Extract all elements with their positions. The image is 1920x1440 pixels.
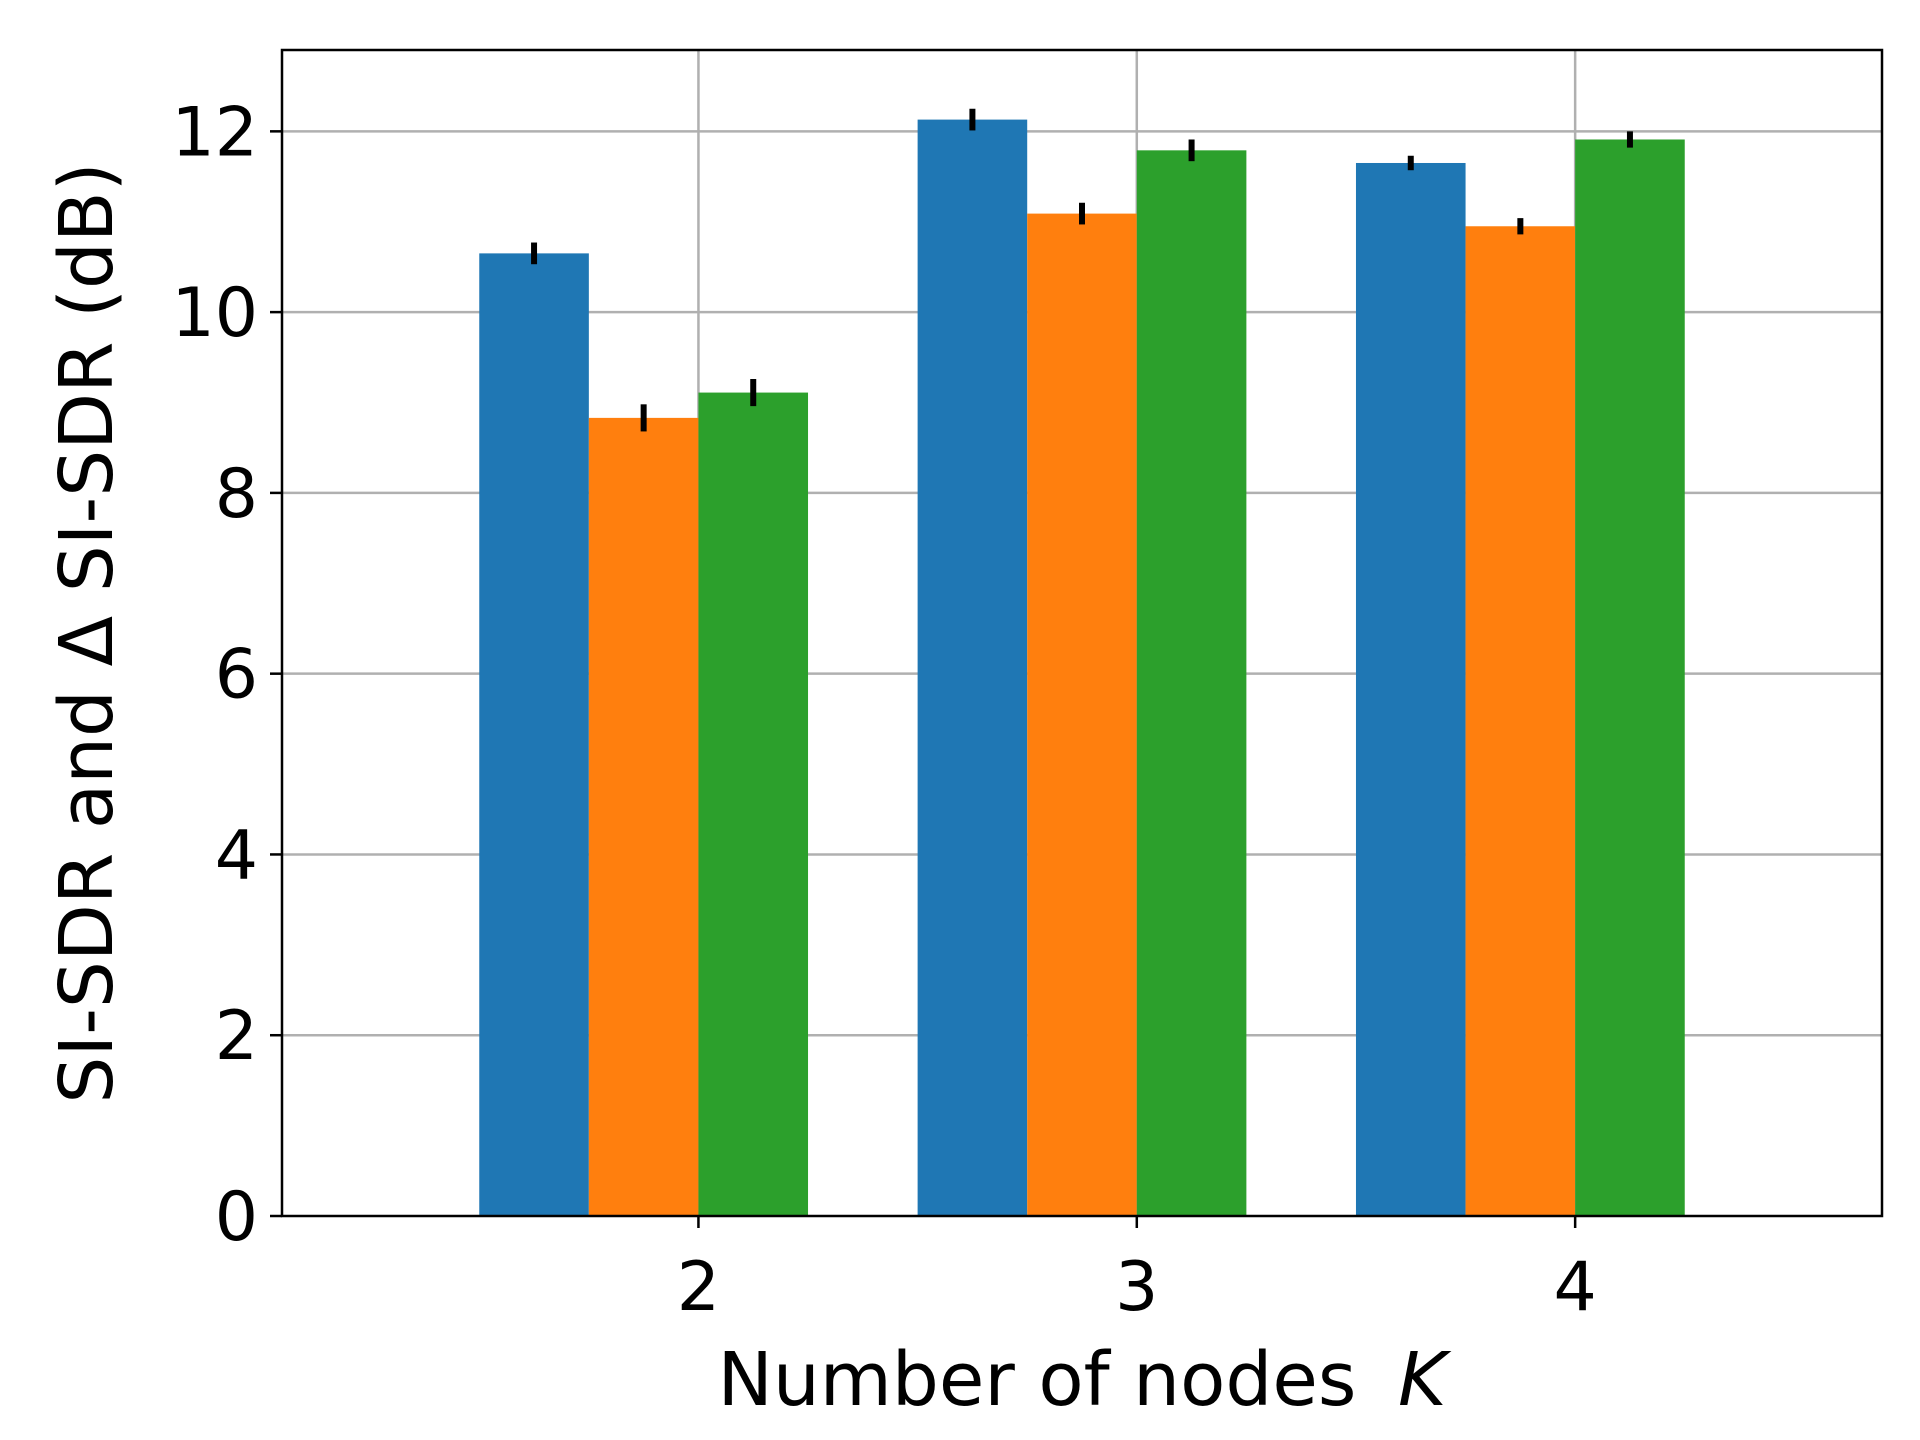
bar (1027, 213, 1137, 1216)
bar (698, 392, 809, 1217)
y-tick-label: 12 (171, 93, 258, 172)
y-axis-label: SI-SDR and Δ SI-SDR (dB) (44, 162, 130, 1103)
y-tick-label: 0 (215, 1178, 258, 1257)
bar (1136, 150, 1247, 1217)
bar (1575, 139, 1685, 1216)
bar (588, 417, 699, 1216)
error-bars (531, 108, 1633, 432)
x-tick-label: 4 (1554, 1248, 1597, 1327)
y-tick-label: 10 (171, 274, 258, 353)
bar (479, 253, 589, 1217)
x-tick-label: 2 (677, 1248, 720, 1327)
bars (479, 119, 1685, 1217)
x-axis-label-text: Number of nodes (718, 1337, 1357, 1423)
ticks: 0 2 4 6 8 10 12 2 3 4 (171, 93, 1596, 1327)
plot-frame (280, 48, 1884, 1218)
x-axis-label: Number of nodes K (718, 1337, 1452, 1423)
x-tick-label: 3 (1115, 1248, 1158, 1327)
y-tick-label: 8 (215, 455, 258, 534)
bar (1355, 162, 1466, 1216)
y-tick-label: 6 (215, 636, 258, 715)
y-tick-label: 4 (215, 816, 258, 895)
bar (917, 119, 1028, 1217)
bar (1465, 226, 1576, 1217)
x-axis-label-symbol: K (1398, 1337, 1452, 1423)
y-tick-label: 2 (215, 997, 258, 1076)
